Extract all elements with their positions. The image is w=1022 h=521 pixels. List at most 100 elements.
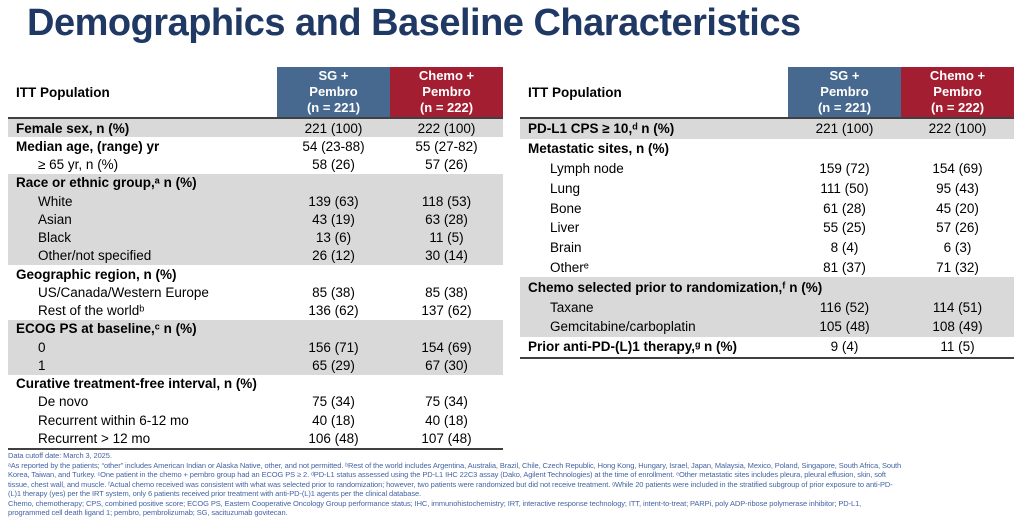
footnote-line: Chemo, chemotherapy; CPS, combined posit… <box>8 498 862 508</box>
cell-sg-pembro: 26 (12) <box>312 248 355 264</box>
table-row: Geographic region, n (%) <box>8 265 503 284</box>
row-label: Bone <box>550 200 582 216</box>
table-row: De novo 75 (34) 75 (34) <box>8 392 503 411</box>
row-label: 0 <box>38 339 46 355</box>
row-label: Other/not specified <box>38 248 152 264</box>
corner-label-itt-population: ITT Population <box>520 67 788 117</box>
table-row: Taxane 116 (52) 114 (51) <box>520 297 1014 317</box>
cell-chemo-pembro: 118 (53) <box>421 193 472 209</box>
row-label: 1 <box>38 357 46 373</box>
cell-sg-pembro: 221 (100) <box>304 120 363 136</box>
footnote-line: ᵃAs reported by the patients; “other” in… <box>8 460 902 470</box>
row-label: Taxane <box>550 299 594 315</box>
cell-sg-pembro: 221 (100) <box>815 121 874 137</box>
table-header-right: ITT Population SG + Pembro (n = 221) Che… <box>520 67 1014 119</box>
corner-label-itt-population: ITT Population <box>8 67 277 117</box>
cell-chemo-pembro: 45 (20) <box>936 200 979 216</box>
row-label: Prior anti-PD-(L)1 therapy,ᵍ n (%) <box>528 339 738 355</box>
row-label: Race or ethnic group,ᵃ n (%) <box>16 175 197 191</box>
demographics-table-left: ITT Population SG + Pembro (n = 221) Che… <box>8 67 503 450</box>
row-label: Black <box>38 230 72 246</box>
cell-chemo-pembro: 222 (100) <box>928 121 987 137</box>
table-row: ECOG PS at baseline,ᶜ n (%) <box>8 319 503 338</box>
row-label: Metastatic sites, n (%) <box>528 141 670 157</box>
table-row: Race or ethnic group,ᵃ n (%) <box>8 173 503 192</box>
row-label: Asian <box>38 211 72 227</box>
table-row: Brain 8 (4) 6 (3) <box>520 237 1014 258</box>
row-label: De novo <box>38 394 89 410</box>
table-row: US/Canada/Western Europe 85 (38) 85 (38) <box>8 283 503 302</box>
cell-chemo-pembro: 154 (69) <box>932 160 983 176</box>
column-header-chemo-pembro: Chemo + Pembro (n = 222) <box>901 67 1014 117</box>
cell-chemo-pembro: 114 (51) <box>932 299 983 315</box>
table-row: Asian 43 (19) 63 (28) <box>8 210 503 229</box>
table-row: Recurrent within 6-12 mo 40 (18) 40 (18) <box>8 411 503 430</box>
cell-sg-pembro: 54 (23-88) <box>302 138 365 154</box>
cell-chemo-pembro: 11 (5) <box>940 339 975 355</box>
row-label: ECOG PS at baseline,ᶜ n (%) <box>16 321 197 337</box>
row-label: Lung <box>550 180 581 196</box>
cell-chemo-pembro: 71 (32) <box>936 259 979 275</box>
column-header-sg-pembro: SG + Pembro (n = 221) <box>788 67 901 117</box>
row-label: Female sex, n (%) <box>16 120 130 136</box>
cell-sg-pembro: 13 (6) <box>315 230 352 246</box>
table-row: Liver 55 (25) 57 (26) <box>520 217 1014 238</box>
cell-chemo-pembro: 222 (100) <box>417 120 476 136</box>
cell-chemo-pembro: 75 (34) <box>425 394 468 410</box>
cell-chemo-pembro: 95 (43) <box>936 180 979 196</box>
table-row: Female sex, n (%) 221 (100) 222 (100) <box>8 119 503 138</box>
table-row: Rest of the worldᵇ 136 (62) 137 (62) <box>8 301 503 320</box>
cell-chemo-pembro: 11 (5) <box>429 230 464 246</box>
table-row: White 139 (63) 118 (53) <box>8 192 503 211</box>
row-label: Liver <box>550 220 580 236</box>
row-label: US/Canada/Western Europe <box>38 284 209 300</box>
table-row: Recurrent > 12 mo 106 (48) 107 (48) <box>8 429 503 448</box>
page-title: Demographics and Baseline Characteristic… <box>27 2 801 44</box>
footnotes: Data cutoff date: March 3, 2025. ᵃAs repo… <box>8 451 1018 518</box>
row-label: Otherᵉ <box>550 259 589 275</box>
cell-sg-pembro: 156 (71) <box>308 339 359 355</box>
table-header-left: ITT Population SG + Pembro (n = 221) Che… <box>8 67 503 119</box>
table-row: Median age, (range) yr 54 (23-88) 55 (27-8… <box>8 137 503 156</box>
column-header-sg-pembro: SG + Pembro (n = 221) <box>277 67 390 117</box>
table-row: Lymph node 159 (72) 154 (69) <box>520 158 1014 179</box>
row-label: White <box>38 193 73 209</box>
cell-chemo-pembro: 137 (62) <box>421 303 472 319</box>
cell-sg-pembro: 65 (29) <box>312 357 355 373</box>
row-label: Gemcitabine/carboplatin <box>550 319 696 335</box>
table-row: Metastatic sites, n (%) <box>520 138 1014 159</box>
footnote-line: tissue, chest wall, and muscle. ᶠActual … <box>8 479 893 489</box>
table-row: 1 65 (29) 67 (30) <box>8 356 503 375</box>
table-row: Black 13 (6) 11 (5) <box>8 228 503 247</box>
cell-chemo-pembro: 55 (27-82) <box>415 138 478 154</box>
row-label: Brain <box>550 240 582 256</box>
row-label: Median age, (range) yr <box>16 138 160 154</box>
footnote-line: programmed cell death ligand 1; pembro, … <box>8 508 288 517</box>
cell-sg-pembro: 75 (34) <box>312 394 355 410</box>
cell-sg-pembro: 61 (28) <box>823 200 866 216</box>
cell-sg-pembro: 81 (37) <box>823 259 866 275</box>
cell-chemo-pembro: 85 (38) <box>425 284 468 300</box>
table-row: PD-L1 CPS ≥ 10,ᵈ n (%) 221 (100) 222 (100) <box>520 119 1014 139</box>
row-label: Rest of the worldᵇ <box>38 303 145 319</box>
cell-chemo-pembro: 67 (30) <box>425 357 468 373</box>
cell-sg-pembro: 159 (72) <box>819 160 870 176</box>
cell-sg-pembro: 43 (19) <box>312 211 355 227</box>
table-row: Gemcitabine/carboplatin 105 (48) 108 (49) <box>520 316 1014 337</box>
row-label: Geographic region, n (%) <box>16 266 177 282</box>
row-label: ≥ 65 yr, n (%) <box>38 157 119 173</box>
cell-chemo-pembro: 30 (14) <box>425 248 468 264</box>
table-row: ≥ 65 yr, n (%) 58 (26) 57 (26) <box>8 155 503 174</box>
cell-chemo-pembro: 107 (48) <box>421 430 472 446</box>
cell-chemo-pembro: 40 (18) <box>425 412 468 428</box>
cell-chemo-pembro: 63 (28) <box>425 211 468 227</box>
cell-sg-pembro: 55 (25) <box>823 220 866 236</box>
row-label: Recurrent > 12 mo <box>38 430 151 446</box>
cell-sg-pembro: 8 (4) <box>830 240 859 256</box>
cell-sg-pembro: 106 (48) <box>308 430 359 446</box>
cell-sg-pembro: 9 (4) <box>830 339 859 355</box>
cell-sg-pembro: 136 (62) <box>308 303 359 319</box>
table-row: Chemo selected prior to randomization,ᶠ … <box>520 277 1014 298</box>
table-row: Otherᵉ 81 (37) 71 (32) <box>520 257 1014 278</box>
table-row: Curative treatment-free interval, n (%) <box>8 374 503 393</box>
